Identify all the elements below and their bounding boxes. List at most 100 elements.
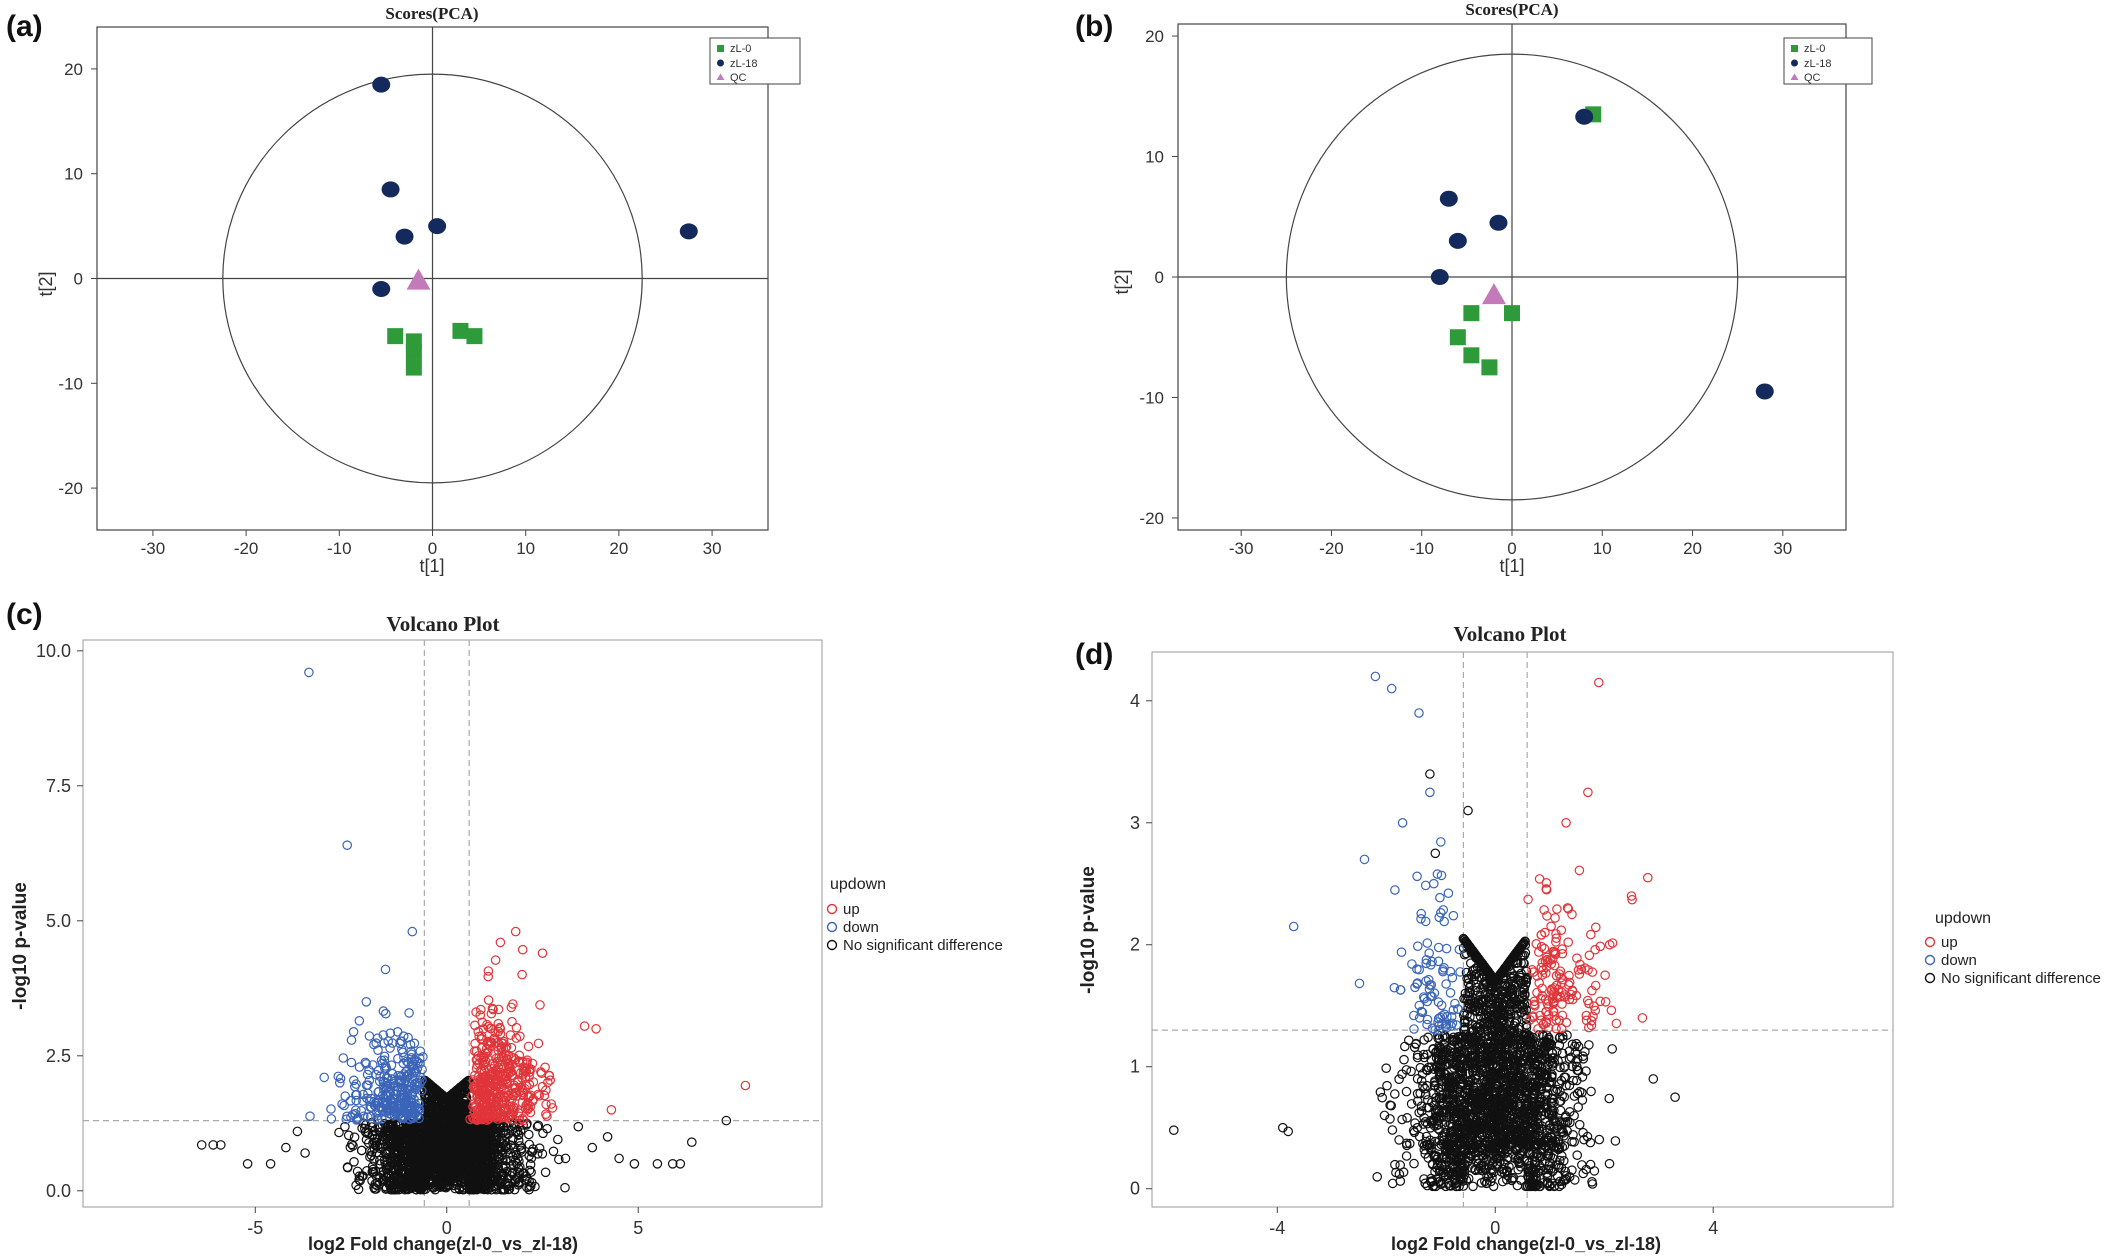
data-point-nosig [504, 1184, 515, 1194]
data-point-zl0 [387, 328, 404, 345]
data-point-zl18 [1430, 269, 1449, 285]
x-tick-label: 30 [703, 539, 722, 558]
panel-label-c: (c) [6, 598, 43, 631]
data-point-nosig [348, 1141, 358, 1151]
data-point-nosig [540, 1167, 551, 1178]
data-point-nosig [538, 1128, 548, 1139]
y-axis-label: t[2] [1112, 269, 1132, 294]
data-point-zl0 [1463, 305, 1480, 322]
data-point-nosig [382, 1164, 392, 1175]
data-point-qc [1481, 283, 1506, 305]
data-point-nosig [425, 1158, 435, 1169]
data-point-nosig [515, 1125, 526, 1136]
data-point-zl0 [1481, 359, 1498, 376]
data-point-zl0 [452, 322, 469, 339]
data-point-nosig [458, 1184, 469, 1195]
data-point-nosig [365, 1146, 375, 1156]
confidence-ellipse [222, 73, 643, 484]
data-point-nosig [444, 1105, 455, 1116]
data-point-nosig [472, 1161, 483, 1171]
data-point-nosig [553, 1154, 564, 1165]
data-point-nosig [513, 1135, 524, 1146]
data-point-zl18 [372, 76, 391, 93]
data-point-nosig [376, 1142, 387, 1152]
data-point-nosig [391, 1138, 402, 1149]
legend-label: QC [730, 72, 747, 84]
x-tick-label: 0 [442, 1218, 452, 1238]
data-point-nosig [367, 1167, 377, 1177]
x-tick-label: 20 [609, 539, 628, 558]
legend-label: up [843, 901, 860, 918]
data-point-nosig [358, 1171, 368, 1181]
data-point-nosig [340, 1121, 350, 1132]
data-point-nosig [491, 1123, 502, 1134]
legend: zL-0 zL-18 QC [709, 37, 801, 85]
data-point-nosig [498, 1125, 509, 1135]
y-tick-label: -10 [58, 374, 83, 393]
data-point-nosig [452, 1110, 463, 1121]
y-tick-label: -20 [58, 479, 83, 498]
data-point-nosig [525, 1159, 536, 1170]
data-point-nosig [492, 1149, 503, 1159]
panel-label-a: (a) [6, 10, 43, 43]
data-point-zl18 [1755, 383, 1774, 400]
chart-title: Volcano Plot [1454, 622, 1567, 646]
legend-label: No significant difference [843, 937, 1003, 954]
legend-label: QC [1804, 72, 1821, 84]
data-point-nosig [496, 1150, 507, 1160]
data-point-nosig [367, 1122, 377, 1132]
legend-label: zL-0 [1804, 43, 1825, 55]
data-point-zl0 [1449, 329, 1466, 346]
data-point-nosig [362, 1128, 373, 1139]
y-tick-label: -20 [1139, 509, 1164, 528]
plot-area: -5 0 50.02.55.07.510.0 [36, 639, 823, 1238]
pca-chart-b: Scores(PCA) -30 -20 -10 0 10 20 30-20-1001020 … [1112, 0, 1873, 576]
legend-square-marker [1791, 45, 1798, 52]
y-tick-label: 10 [64, 165, 83, 184]
data-point-zl18 [1489, 214, 1508, 231]
data-points [196, 667, 751, 1195]
data-point-nosig [370, 1166, 381, 1177]
data-point-nosig [342, 1162, 353, 1172]
data-point-zl18 [1575, 108, 1594, 125]
data-point-nosig [515, 1141, 525, 1151]
legend-triangle-marker [1790, 73, 1799, 80]
y-tick-label: 20 [64, 60, 83, 79]
data-point-nosig [431, 1107, 442, 1118]
data-point-nosig [513, 1180, 524, 1190]
data-point-nosig [377, 1120, 388, 1131]
data-point-nosig [438, 1182, 448, 1192]
y-tick-label: 4 [1130, 691, 1140, 711]
data-point-nosig [365, 1152, 375, 1162]
data-point-nosig [357, 1123, 367, 1133]
data-point-qc [406, 268, 431, 290]
data-point-nosig [378, 1174, 389, 1185]
legend-label: down [843, 919, 879, 936]
y-tick-label: 20 [1145, 27, 1164, 46]
y-tick-label: 0.0 [46, 1181, 71, 1201]
data-point-nosig [334, 1127, 344, 1138]
legend-label: zL-18 [730, 58, 758, 70]
y-axis-label: t[2] [36, 271, 56, 296]
data-point-zl0 [405, 359, 422, 376]
y-tick-label: 5.0 [46, 911, 71, 931]
panel-label-b: (b) [1075, 10, 1113, 43]
confidence-ellipse [1285, 53, 1739, 501]
data-point-nosig [387, 1162, 397, 1173]
data-point-nosig [513, 1130, 524, 1140]
data-point-nosig [457, 1104, 468, 1115]
data-point-nosig [354, 1171, 365, 1181]
data-point-zl18 [381, 181, 400, 198]
data-point-nosig [532, 1149, 543, 1159]
data-point-nosig [526, 1153, 537, 1163]
data-point-nosig [461, 1092, 472, 1103]
data-point-nosig [405, 1137, 416, 1147]
x-tick-label: 5 [633, 1218, 643, 1238]
data-point-zl18 [395, 228, 414, 245]
pca-chart-a: Scores(PCA) -30 -20 -10 0 10 20 30-20-1001020 … [36, 4, 801, 576]
y-tick-label: 10.0 [36, 641, 71, 661]
x-tick-label: 10 [516, 539, 535, 558]
